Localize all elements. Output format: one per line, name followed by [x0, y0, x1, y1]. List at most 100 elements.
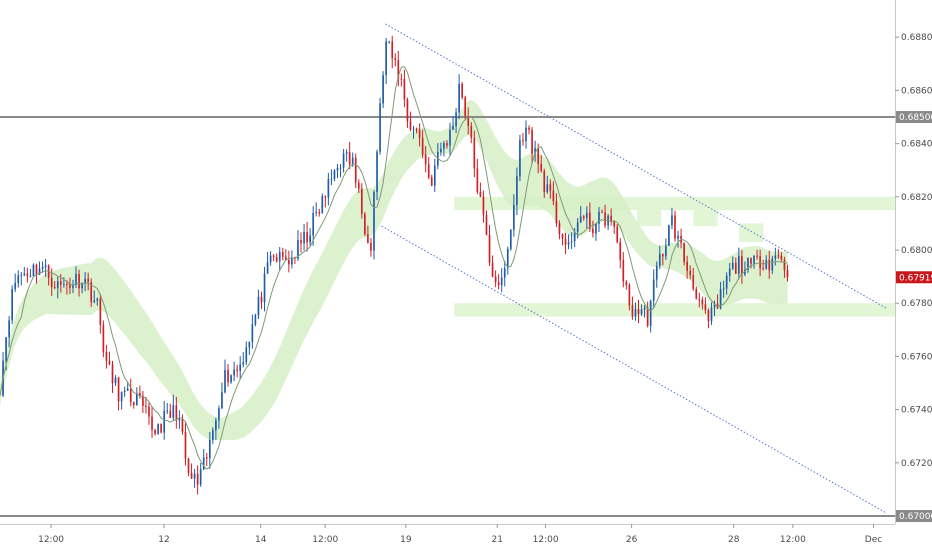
candle-body: [503, 268, 506, 278]
candle-body: [637, 309, 640, 315]
candle-body: [479, 191, 482, 197]
candle-body: [516, 176, 518, 205]
candle-body: [567, 242, 570, 245]
candle-body: [734, 262, 737, 274]
candle-body: [491, 262, 494, 277]
candle-body: [324, 196, 327, 198]
candle-body: [412, 128, 415, 130]
candle-body: [561, 233, 564, 239]
candle-body: [163, 411, 166, 433]
candle-body: [485, 214, 488, 235]
candle-body: [424, 154, 427, 165]
ma-cloud: [0, 100, 788, 441]
candle-body: [771, 258, 774, 271]
candle-body: [592, 228, 594, 234]
candle-body: [166, 410, 169, 412]
candle-body: [668, 225, 670, 246]
candle-body: [114, 377, 117, 384]
candle-body: [333, 170, 336, 180]
candle-body: [190, 472, 193, 479]
candle-body: [777, 255, 780, 257]
candle-body: [531, 129, 533, 154]
candle-body: [23, 273, 26, 276]
candle-body: [145, 405, 147, 407]
candle-body: [564, 238, 567, 245]
candle-body: [525, 127, 527, 142]
candle-body: [196, 473, 199, 485]
candle-body: [528, 127, 530, 130]
candle-body: [184, 431, 187, 459]
candle-body: [674, 215, 676, 239]
candle-body: [449, 129, 451, 146]
x-tick-label: Dec: [865, 535, 882, 545]
candle-body: [315, 211, 318, 213]
candle-body: [172, 405, 175, 418]
candle-body: [148, 406, 150, 417]
candle-body: [497, 282, 500, 286]
candle-body: [774, 255, 777, 259]
candle-body: [357, 182, 360, 189]
candle-body: [342, 153, 345, 168]
candle-body: [41, 266, 44, 269]
candle-body: [360, 188, 363, 214]
candle-body: [281, 251, 284, 257]
candle-body: [233, 369, 235, 376]
candle-body: [464, 97, 467, 117]
candle-body: [123, 390, 126, 393]
candle-body: [345, 152, 348, 154]
candle-body: [20, 275, 23, 277]
candle-body: [613, 221, 616, 227]
candle-body: [336, 167, 339, 171]
candle-body: [221, 392, 223, 409]
candle-body: [90, 281, 93, 302]
resistance-box-1: [693, 207, 718, 227]
candle-body: [227, 369, 229, 383]
candle-body: [321, 196, 324, 214]
candle-body: [139, 392, 141, 396]
candle-body: [239, 364, 242, 371]
level-tag-0: [896, 111, 932, 124]
candle-body: [625, 281, 628, 286]
candle-body: [32, 264, 35, 276]
candle-body: [725, 275, 728, 289]
x-axis: 12:00 12 14 12:00 19 21 12:00 26 28 12:00 Dec: [38, 524, 882, 545]
candle-body: [649, 300, 652, 326]
candle-body: [585, 212, 588, 219]
candle-body: [595, 223, 597, 234]
candle-body: [351, 157, 354, 165]
candle-body: [750, 257, 752, 264]
candle-body: [622, 259, 625, 282]
candle-body: [661, 253, 664, 257]
candle-body: [540, 163, 543, 171]
candle-body: [382, 75, 384, 104]
candle-body: [278, 251, 281, 262]
candle-body: [263, 273, 266, 303]
candle-body: [418, 129, 421, 138]
candle-body: [756, 255, 758, 257]
candle-body: [339, 167, 342, 169]
candle-body: [284, 256, 287, 260]
candle-body: [519, 140, 521, 177]
candle-body: [306, 232, 308, 243]
candle-body: [75, 273, 77, 286]
candle-body: [738, 256, 740, 274]
candle-body: [747, 257, 749, 270]
trend-channel: [381, 23, 888, 514]
candle-body: [81, 283, 83, 289]
ma-line: [0, 66, 788, 470]
candle-body: [178, 418, 181, 421]
candle-body: [452, 126, 454, 130]
candle-body: [367, 234, 369, 243]
candle-body: [132, 402, 135, 406]
candle-body: [391, 41, 394, 59]
candle-body: [327, 179, 330, 198]
candle-body: [488, 234, 491, 263]
candle-body: [385, 41, 387, 76]
candle-body: [105, 352, 108, 361]
